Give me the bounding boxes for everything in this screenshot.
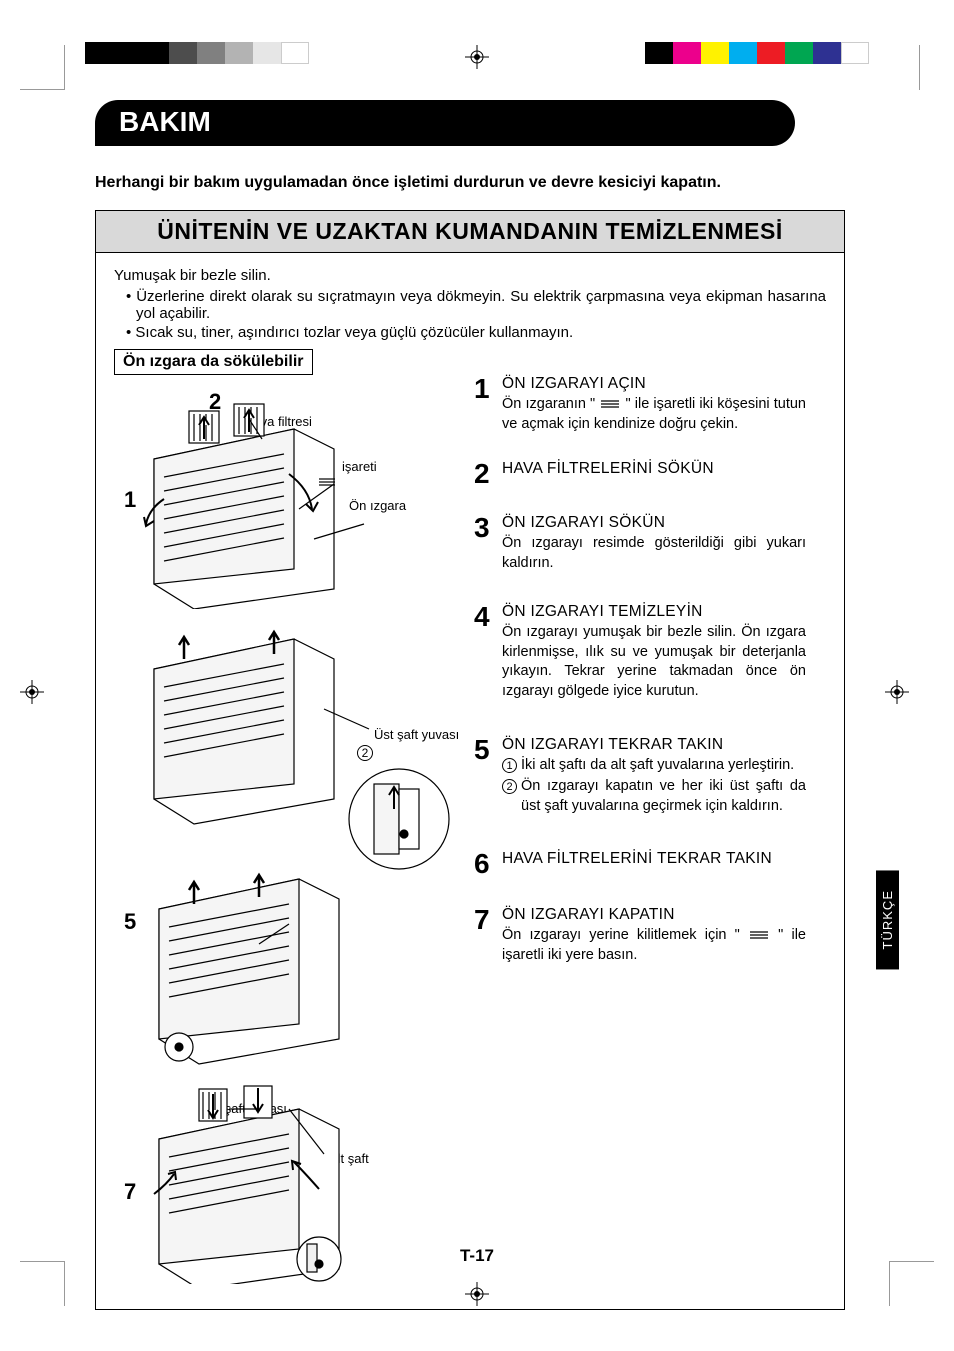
step: 6 HAVA FİLTRELERİNİ TEKRAR TAKIN — [474, 850, 806, 878]
sub-num: 1 — [502, 758, 517, 773]
main-section: ÜNİTENİN VE UZAKTAN KUMANDANIN TEMİZLENM… — [95, 210, 845, 1310]
color-bar-left — [85, 42, 309, 64]
step-number: 6 — [474, 850, 502, 878]
diagram-step-num: 5 — [124, 909, 136, 935]
page-number: T-17 — [0, 1246, 954, 1266]
step: 3 ÖN IZGARAYI SÖKÜN Ön ızgarayı resimde … — [474, 514, 806, 573]
swatch — [141, 42, 169, 64]
swatch — [729, 42, 757, 64]
step: 2 HAVA FİLTRELERİNİ SÖKÜN — [474, 460, 806, 488]
swatch — [785, 42, 813, 64]
swatch — [281, 42, 309, 64]
crop-mark — [20, 1261, 65, 1306]
step-number: 2 — [474, 460, 502, 488]
diagram-area: 2 1 3 5 6 7 Hava filtresi işareti Ön ızg… — [114, 379, 464, 1289]
bullet-list: Üzerlerine direkt olarak su sıçratmayın … — [114, 288, 826, 341]
crop-mark — [919, 45, 934, 90]
diagram-title: Ön ızgara da sökülebilir — [114, 349, 313, 375]
step-desc: Ön ızgaranın " " ile işaretli iki köşesi… — [502, 395, 806, 434]
swatch — [113, 42, 141, 64]
swatch — [85, 42, 113, 64]
swatch — [253, 42, 281, 64]
unit-diagram-icon — [139, 869, 459, 1069]
bullet-item: Üzerlerine direkt olarak su sıçratmayın … — [126, 288, 826, 322]
registration-mark-icon — [885, 680, 909, 704]
step-title: HAVA FİLTRELERİNİ SÖKÜN — [502, 460, 806, 478]
step-desc: Ön ızgarayı yerine kilitlemek için " " i… — [502, 926, 806, 965]
step-number: 7 — [474, 906, 502, 965]
swatch — [701, 42, 729, 64]
swatch — [225, 42, 253, 64]
sub-text: İki alt şaftı da alt şaft yuvalarına yer… — [521, 756, 806, 776]
warning-text: Herhangi bir bakım uygulamadan önce işle… — [95, 174, 845, 192]
sub-num: 2 — [502, 779, 517, 794]
step-title: ÖN IZGARAYI TEMİZLEYİN — [502, 603, 806, 621]
step-desc: Ön ızgarayı yumuşak bir bezle silin. Ön … — [502, 623, 806, 701]
detail-circle-icon — [344, 739, 464, 889]
registration-mark-icon — [20, 680, 44, 704]
step-number: 1 — [474, 375, 502, 434]
step-number: 5 — [474, 736, 502, 819]
step-title: ÖN IZGARAYI TEKRAR TAKIN — [502, 736, 806, 754]
step: 7 ÖN IZGARAYI KAPATIN Ön ızgarayı yerine… — [474, 906, 806, 965]
diagram-step-num: 7 — [124, 1179, 136, 1205]
step-title: HAVA FİLTRELERİNİ TEKRAR TAKIN — [502, 850, 806, 868]
step: 1 ÖN IZGARAYI AÇIN Ön ızgaranın " " ile … — [474, 375, 806, 434]
color-bar-right — [645, 42, 869, 64]
crop-mark — [20, 45, 65, 90]
page-title: BAKIM — [95, 100, 795, 146]
unit-diagram-icon — [134, 399, 454, 609]
swatch — [645, 42, 673, 64]
step-number: 4 — [474, 603, 502, 701]
section-header: ÜNİTENİN VE UZAKTAN KUMANDANIN TEMİZLENM… — [96, 211, 844, 253]
step: 5 ÖN IZGARAYI TEKRAR TAKIN 1 İki alt şaft… — [474, 736, 806, 819]
swatch — [841, 42, 869, 64]
diagram-column: Ön ızgara da sökülebilir 2 1 3 5 6 7 Hav… — [114, 349, 464, 1289]
step-title: ÖN IZGARAYI AÇIN — [502, 375, 806, 393]
swatch — [197, 42, 225, 64]
step-title: ÖN IZGARAYI SÖKÜN — [502, 514, 806, 532]
swatch — [813, 42, 841, 64]
step-desc: Ön ızgarayı resimde gösterildiği gibi yu… — [502, 534, 806, 573]
language-tab: TÜRKÇE — [876, 870, 899, 969]
registration-mark-icon — [465, 45, 489, 69]
swatch — [169, 42, 197, 64]
swatch — [757, 42, 785, 64]
step-desc: 1 İki alt şaftı da alt şaft yuvalarına ye… — [502, 756, 806, 817]
intro-text: Yumuşak bir bezle silin. — [114, 267, 826, 284]
crop-mark — [889, 1261, 934, 1306]
step: 4 ÖN IZGARAYI TEMİZLEYİN Ön ızgarayı yum… — [474, 603, 806, 701]
page-content: BAKIM Herhangi bir bakım uygulamadan önc… — [95, 100, 845, 1310]
step-title: ÖN IZGARAYI KAPATIN — [502, 906, 806, 924]
steps-column: 1 ÖN IZGARAYI AÇIN Ön ızgaranın " " ile … — [474, 349, 806, 1289]
step-number: 3 — [474, 514, 502, 573]
sub-text: Ön ızgarayı kapatın ve her iki üst şaftı… — [521, 777, 806, 816]
swatch — [673, 42, 701, 64]
bullet-item: Sıcak su, tiner, aşındırıcı tozlar veya … — [126, 324, 826, 341]
